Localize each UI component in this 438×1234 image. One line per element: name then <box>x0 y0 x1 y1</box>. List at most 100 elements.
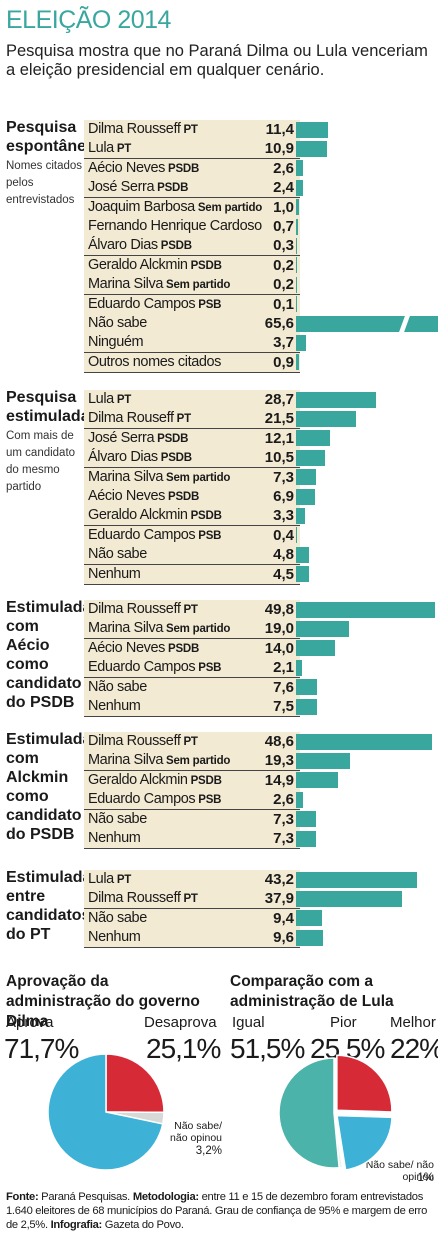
footer-infografia-label: Infografia: <box>50 1219 103 1231</box>
row-background <box>84 390 300 409</box>
row-name: Nenhum <box>88 829 141 848</box>
row-background <box>84 158 300 178</box>
pie-slice <box>47 1053 164 1171</box>
bar <box>296 679 318 696</box>
row-name: Joaquim Barbosa Sem partido <box>88 198 262 218</box>
bar <box>296 430 330 447</box>
candidate-party: PT <box>180 604 198 616</box>
row-name: Não sabe <box>88 678 147 697</box>
row-value: 3,3 <box>273 507 294 525</box>
candidate-name: Outros nomes citados <box>88 353 222 370</box>
bar <box>296 449 326 466</box>
row-background <box>84 409 300 429</box>
bar <box>296 469 317 486</box>
candidate-name: Marina Silva <box>88 468 163 485</box>
candidate-name: Aécio Neves <box>88 159 165 176</box>
row-background <box>84 217 300 236</box>
candidate-name: Marina Silva <box>88 752 163 769</box>
bar <box>296 640 336 657</box>
row-background <box>84 564 300 584</box>
bar <box>296 199 299 216</box>
candidate-name: Geraldo Alckmin <box>88 771 188 788</box>
bar <box>296 929 323 946</box>
row-name: Dilma Rousseff PT <box>88 600 198 620</box>
row-divider <box>84 947 300 949</box>
row-background <box>84 829 300 848</box>
row-value: 2,1 <box>273 659 294 677</box>
candidate-name: Não sabe <box>88 909 147 926</box>
section-title: Pesquisa estimulada <box>6 389 90 425</box>
row-background <box>84 697 300 716</box>
row-divider <box>84 847 300 849</box>
row-value: 0,1 <box>273 295 294 313</box>
row-name: Outros nomes citados <box>88 353 221 372</box>
bar <box>296 733 433 750</box>
candidate-name: Marina Silva <box>88 276 163 293</box>
row-background <box>84 677 300 697</box>
bar <box>296 527 298 544</box>
row-background <box>84 352 300 372</box>
bar <box>296 391 377 408</box>
row-background <box>84 619 300 639</box>
row-value: 0,4 <box>273 526 294 544</box>
footer-metodologia-label: Metodologia: <box>132 1191 199 1203</box>
footer: Fonte: Paraná Pesquisas. Metodologia: en… <box>6 1190 434 1232</box>
row-background <box>84 908 300 928</box>
row-background <box>84 889 300 909</box>
row-background <box>84 294 300 314</box>
candidate-name: Nenhum <box>88 698 141 714</box>
candidate-party: PSDB <box>154 432 189 445</box>
candidate-name: Não sabe <box>88 546 147 563</box>
row-background <box>84 255 300 275</box>
row-value: 6,9 <box>273 488 294 505</box>
row-divider <box>84 583 300 585</box>
candidate-party: PSDB <box>165 642 200 655</box>
candidate-name: Lula <box>88 871 114 887</box>
candidate-party: PSDB <box>157 240 192 253</box>
row-value: 1,0 <box>273 198 294 216</box>
row-value: 14,9 <box>264 771 294 789</box>
row-value: 0,2 <box>273 276 294 294</box>
row-value: 10,5 <box>264 449 294 467</box>
footer-fonte-label: Fonte: <box>6 1191 39 1203</box>
candidate-party: PSDB <box>187 510 222 523</box>
section-title: Estimulada entre candidatos do PT <box>6 869 92 943</box>
row-background <box>84 448 300 468</box>
candidate-name: Geraldo Alckmin <box>88 507 188 524</box>
candidate-name: Ninguém <box>88 334 144 351</box>
footer-fonte: Paraná Pesquisas. <box>38 1191 133 1203</box>
row-value: 0,7 <box>273 218 294 235</box>
bar <box>296 140 327 157</box>
row-background <box>84 487 300 506</box>
candidate-name: Álvaro Dias <box>88 449 158 466</box>
row-value: 19,0 <box>264 620 294 638</box>
section-title: Pesquisa espontânea <box>6 119 95 155</box>
row-background <box>84 120 300 139</box>
row-background <box>84 197 300 217</box>
candidate-name: Nenhum <box>88 929 141 946</box>
pie2-label-igual: Igual <box>232 1014 265 1031</box>
pie1-value-naosabe: 3,2% <box>195 1145 222 1157</box>
bar <box>296 811 317 828</box>
row-name: Não sabe <box>88 314 147 333</box>
bar <box>296 507 306 524</box>
bar <box>296 334 307 351</box>
candidate-name: Lula <box>88 140 114 157</box>
bar <box>296 410 357 427</box>
row-value: 7,3 <box>273 810 294 828</box>
row-value: 19,3 <box>264 752 294 770</box>
row-value: 7,3 <box>273 468 294 486</box>
row-name: Geraldo Alckmin PSDB <box>88 506 222 526</box>
row-background <box>84 314 300 333</box>
candidate-party: PT <box>113 143 132 156</box>
row-value: 49,8 <box>264 601 294 618</box>
bar <box>296 354 299 371</box>
candidate-party: PT <box>180 893 198 906</box>
candidate-party: Sem partido <box>194 201 263 214</box>
candidate-party: PSDB <box>157 452 192 465</box>
row-name: Marina Silva Sem partido <box>88 468 230 488</box>
row-value: 37,9 <box>264 890 294 908</box>
candidate-name: Eduardo Campos <box>88 659 196 676</box>
row-name: Não sabe <box>88 545 147 564</box>
